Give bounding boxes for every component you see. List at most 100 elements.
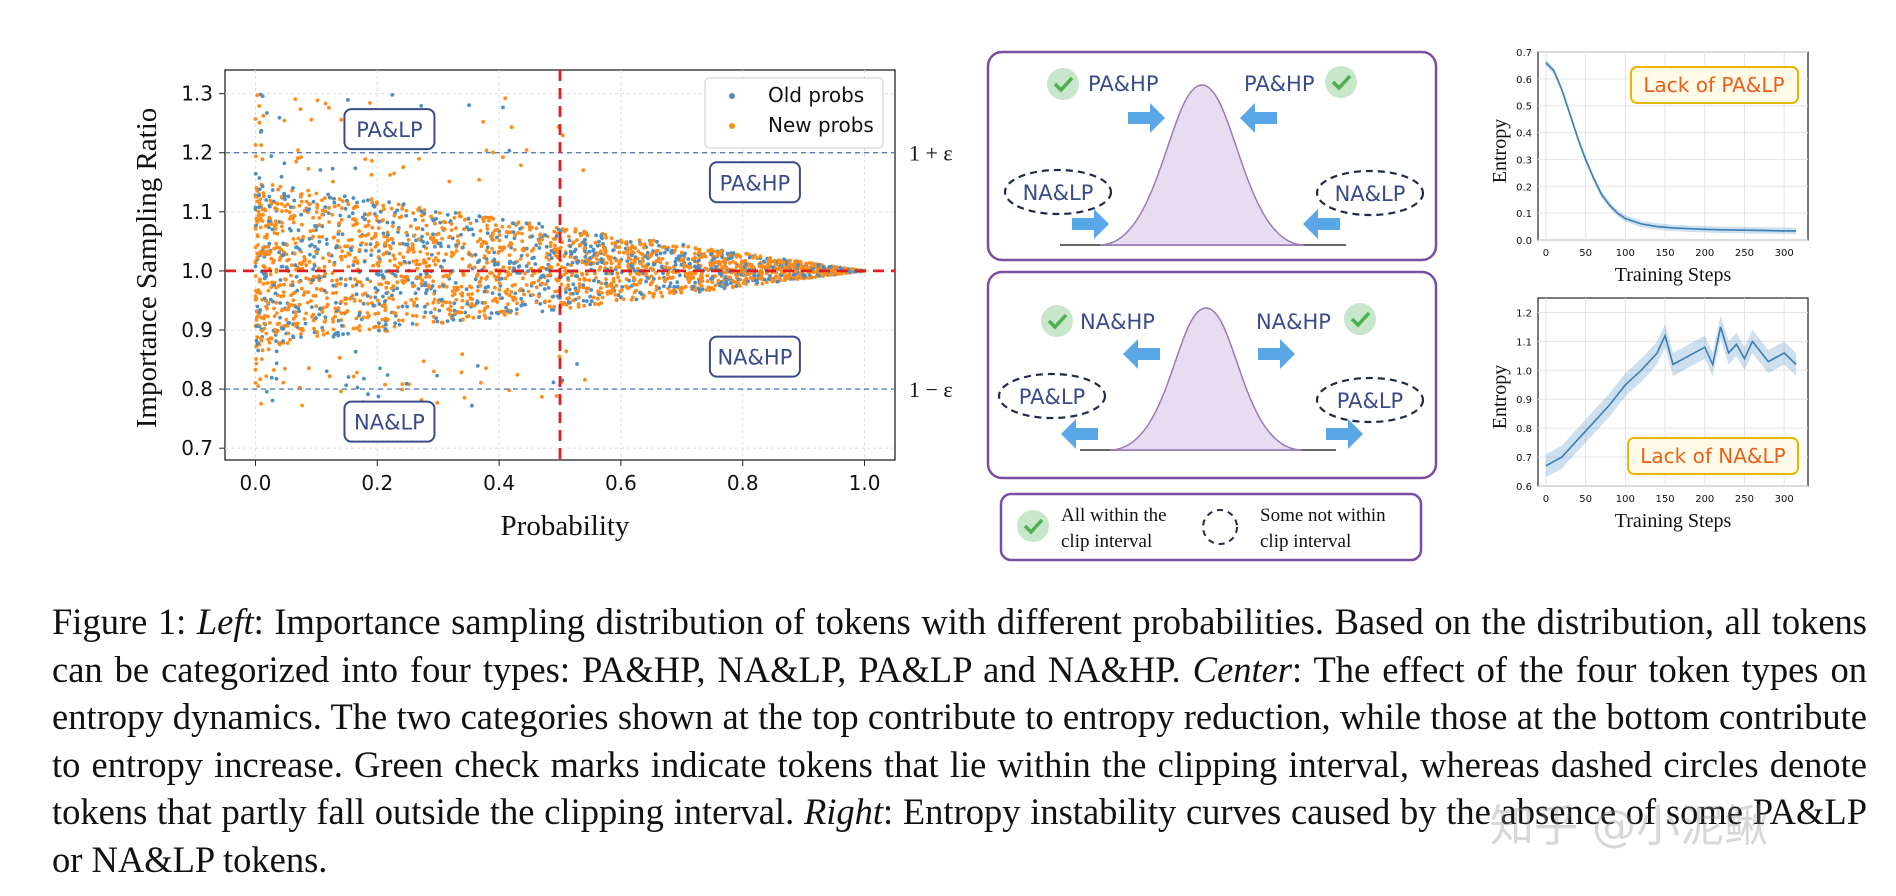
data-point [297,203,302,208]
data-point [725,251,730,256]
data-point [567,238,572,243]
data-point [400,241,405,246]
x-tick-label: 250 [1735,494,1754,505]
dashed-circle-icon [1315,376,1425,424]
data-point [618,259,623,264]
data-point [386,233,390,237]
data-point [521,288,525,293]
data-point [462,242,466,246]
data-point [437,284,442,289]
data-point [436,300,441,305]
data-point [476,315,481,320]
data-point [253,205,258,210]
data-point [416,287,421,291]
data-point [409,298,414,302]
data-point [284,209,289,213]
data-point [568,244,573,249]
data-point [677,273,682,278]
data-point [473,277,478,282]
data-point [760,281,765,286]
data-point [327,205,331,210]
data-point [461,273,466,278]
data-point [521,246,526,251]
outlier-point [266,347,271,352]
data-point [731,284,736,289]
data-point [389,236,394,241]
data-point [333,314,337,319]
data-point [510,295,515,300]
data-point [403,275,407,280]
data-point [294,305,298,309]
data-point [650,251,655,256]
data-point [304,263,308,268]
data-point [520,231,524,236]
data-point [654,259,659,263]
data-point [518,257,523,261]
data-point [383,327,388,331]
data-point [800,266,805,271]
data-point [603,248,608,253]
data-point [377,249,381,253]
data-point [623,241,628,246]
outlier-point [331,179,335,184]
data-point [331,283,336,288]
data-point [274,339,278,343]
outlier-point [318,168,323,172]
data-point [674,244,679,249]
epsilon-label: 1 − ε [909,377,953,402]
outlier-point [274,361,279,366]
x-tick-label: 200 [1695,494,1714,505]
data-point [253,297,258,302]
outlier-point [435,400,440,405]
data-point [740,259,744,263]
scatter-chart: 1 + ε 1 − ε 0.0 0.2 0.4 0.6 0.8 1.0 0.7 0.8 0.9 1.… [131,69,953,542]
annotation-label: PA&LP [356,118,422,142]
data-point [490,246,494,251]
data-point [565,262,570,267]
outlier-point [501,155,505,160]
data-point [338,282,343,286]
data-point [410,242,415,247]
entropy-top-y-label: Entropy [1489,119,1511,183]
data-point [513,260,517,265]
data-point [500,246,505,250]
data-point [696,263,701,268]
data-point [354,316,359,321]
data-point [638,281,642,285]
data-point [404,230,409,235]
data-point [575,238,579,242]
data-point [339,299,344,304]
data-point [512,266,516,271]
entropy-bottom-y-label: Entropy [1489,365,1511,429]
data-point [610,241,615,246]
data-point [276,187,280,192]
data-point [450,236,455,241]
data-point [471,315,476,320]
data-point [391,297,395,302]
data-point [294,267,298,272]
data-point [281,253,285,258]
data-point [332,263,336,267]
data-point [453,281,458,285]
data-point [358,299,363,303]
data-point [271,199,276,204]
data-point [331,334,336,339]
data-point [490,271,494,275]
data-point [766,261,771,266]
data-point [744,261,748,266]
outlier-point [323,101,328,106]
data-point [311,274,316,279]
data-point [485,231,490,236]
data-point [295,288,300,293]
data-point [645,276,650,280]
data-point [524,264,529,268]
data-point [274,300,279,305]
data-point [321,332,326,337]
data-point [435,319,440,324]
data-point [530,273,535,278]
data-point [549,240,553,245]
data-point [327,259,332,264]
data-point [399,274,404,279]
data-point [829,272,833,277]
data-point [712,256,717,261]
